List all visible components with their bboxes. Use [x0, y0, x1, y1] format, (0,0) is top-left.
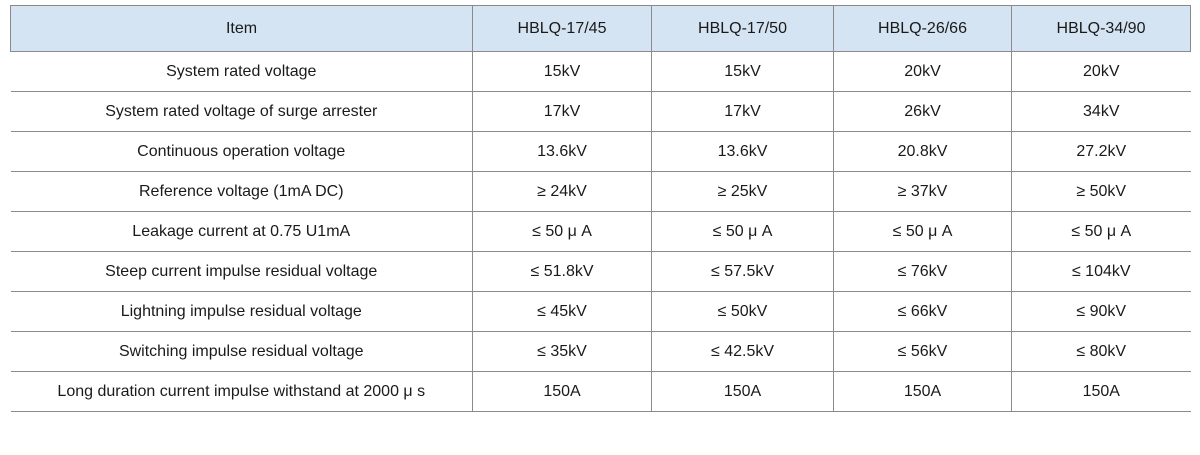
value-cell: 20kV: [1011, 51, 1191, 92]
header-cell-model-2: HBLQ-17/50: [651, 5, 834, 52]
header-cell-model-4: HBLQ-34/90: [1011, 5, 1191, 52]
value-cell: ≤ 50 μ A: [472, 211, 652, 252]
value-cell: ≤ 57.5kV: [651, 251, 834, 292]
table-row: Long duration current impulse withstand …: [10, 371, 1191, 412]
value-cell: ≥ 25kV: [651, 171, 834, 212]
item-cell: Continuous operation voltage: [10, 131, 473, 172]
value-cell: 150A: [651, 371, 834, 412]
value-cell: 150A: [833, 371, 1012, 412]
table-row: Continuous operation voltage 13.6kV 13.6…: [10, 131, 1191, 172]
value-cell: ≤ 104kV: [1011, 251, 1191, 292]
table-row: Leakage current at 0.75 U1mA ≤ 50 μ A ≤ …: [10, 211, 1191, 252]
value-cell: ≤ 35kV: [472, 331, 652, 372]
value-cell: 20.8kV: [833, 131, 1012, 172]
value-cell: ≤ 50kV: [651, 291, 834, 332]
table-row: Switching impulse residual voltage ≤ 35k…: [10, 331, 1191, 372]
value-cell: 27.2kV: [1011, 131, 1191, 172]
value-cell: ≥ 50kV: [1011, 171, 1191, 212]
table-row: Lightning impulse residual voltage ≤ 45k…: [10, 291, 1191, 332]
table-row: Reference voltage (1mA DC) ≥ 24kV ≥ 25kV…: [10, 171, 1191, 212]
value-cell: 150A: [472, 371, 652, 412]
value-cell: ≤ 80kV: [1011, 331, 1191, 372]
value-cell: ≤ 50 μ A: [833, 211, 1012, 252]
value-cell: 26kV: [833, 91, 1012, 132]
header-cell-model-1: HBLQ-17/45: [472, 5, 652, 52]
value-cell: ≥ 24kV: [472, 171, 652, 212]
value-cell: ≤ 76kV: [833, 251, 1012, 292]
header-row: Item HBLQ-17/45 HBLQ-17/50 HBLQ-26/66 HB…: [10, 5, 1191, 52]
value-cell: 34kV: [1011, 91, 1191, 132]
item-cell: Leakage current at 0.75 U1mA: [10, 211, 473, 252]
item-cell: System rated voltage of surge arrester: [10, 91, 473, 132]
item-cell: Reference voltage (1mA DC): [10, 171, 473, 212]
value-cell: 20kV: [833, 51, 1012, 92]
item-cell: Long duration current impulse withstand …: [10, 371, 473, 412]
item-cell: Steep current impulse residual voltage: [10, 251, 473, 292]
item-cell: Switching impulse residual voltage: [10, 331, 473, 372]
value-cell: 13.6kV: [651, 131, 834, 172]
value-cell: 13.6kV: [472, 131, 652, 172]
value-cell: ≤ 56kV: [833, 331, 1012, 372]
item-cell: System rated voltage: [10, 51, 473, 92]
value-cell: ≥ 37kV: [833, 171, 1012, 212]
header-cell-item: Item: [10, 5, 473, 52]
value-cell: ≤ 42.5kV: [651, 331, 834, 372]
table-row: Steep current impulse residual voltage ≤…: [10, 251, 1191, 292]
value-cell: ≤ 50 μ A: [651, 211, 834, 252]
item-cell: Lightning impulse residual voltage: [10, 291, 473, 332]
value-cell: 17kV: [472, 91, 652, 132]
spec-table-container: Item HBLQ-17/45 HBLQ-17/50 HBLQ-26/66 HB…: [10, 5, 1191, 412]
value-cell: ≤ 66kV: [833, 291, 1012, 332]
table-row: System rated voltage 15kV 15kV 20kV 20kV: [10, 51, 1191, 92]
value-cell: ≤ 45kV: [472, 291, 652, 332]
value-cell: 17kV: [651, 91, 834, 132]
spec-table: Item HBLQ-17/45 HBLQ-17/50 HBLQ-26/66 HB…: [10, 5, 1191, 412]
value-cell: 150A: [1011, 371, 1191, 412]
header-cell-model-3: HBLQ-26/66: [833, 5, 1012, 52]
value-cell: ≤ 50 μ A: [1011, 211, 1191, 252]
value-cell: 15kV: [472, 51, 652, 92]
value-cell: 15kV: [651, 51, 834, 92]
value-cell: ≤ 90kV: [1011, 291, 1191, 332]
value-cell: ≤ 51.8kV: [472, 251, 652, 292]
table-row: System rated voltage of surge arrester 1…: [10, 91, 1191, 132]
